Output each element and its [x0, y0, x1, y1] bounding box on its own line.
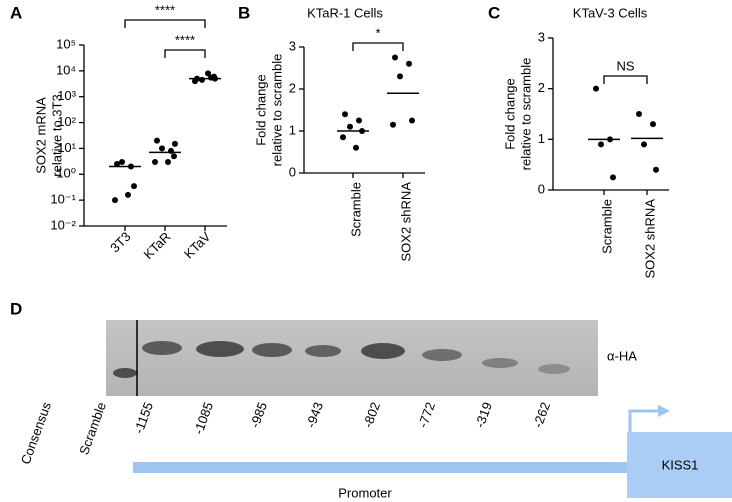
data-point	[112, 197, 118, 204]
lane-label: -1085	[191, 400, 216, 436]
significance-label: *	[375, 25, 380, 40]
data-point	[172, 140, 178, 147]
y-tick-label: 10⁴	[56, 62, 76, 77]
lane-label: -802	[360, 400, 383, 430]
data-point	[610, 174, 616, 181]
data-point	[165, 158, 171, 165]
y-tick-label: 3	[289, 38, 296, 53]
y-axis-label: Fold change	[253, 74, 268, 146]
y-tick-label: 10²	[57, 114, 76, 129]
data-point	[131, 183, 137, 190]
y-tick-label: 1	[289, 122, 296, 137]
lane-label: -1155	[131, 400, 156, 435]
y-tick-label: 10⁰	[56, 166, 76, 181]
gene-box	[627, 432, 732, 498]
data-point	[154, 137, 160, 144]
x-tick-label: SOX2 shRNA	[642, 199, 657, 279]
tss-arrowhead	[658, 405, 670, 417]
significance-bracket	[352, 42, 404, 51]
x-tick-label: Scramble	[599, 199, 614, 254]
data-point	[641, 141, 647, 148]
region-label: Promoter	[338, 485, 392, 500]
data-point	[347, 123, 353, 130]
data-point	[119, 158, 125, 165]
data-point	[205, 70, 211, 77]
data-point	[152, 158, 158, 165]
data-point	[653, 166, 659, 173]
y-axis-label: relative to scramble	[518, 58, 533, 171]
chart-title: KTaV-3 Cells	[573, 5, 648, 20]
data-point	[125, 191, 131, 198]
significance-label: ****	[175, 32, 195, 47]
data-point	[340, 134, 346, 141]
significance-label: NS	[616, 58, 634, 73]
significance-label: ****	[155, 2, 175, 17]
y-axis-label: SOX2 mRNA	[33, 97, 48, 174]
data-point	[593, 85, 599, 92]
x-tick-label: Scramble	[348, 182, 363, 237]
data-point	[342, 111, 348, 118]
data-point	[598, 141, 604, 148]
x-tick-label: KTaV	[181, 229, 214, 262]
lane-label: -319	[472, 400, 495, 430]
data-point	[390, 121, 396, 128]
y-tick-label: 10⁵	[56, 36, 76, 51]
lane-label: -772	[415, 400, 438, 430]
data-point	[409, 117, 415, 124]
y-tick-label: 10⁻²	[50, 217, 76, 232]
antibody-label: α-HA	[607, 348, 637, 363]
panel-letter: A	[10, 3, 22, 22]
x-tick-label: KTaR	[140, 229, 173, 262]
panel-letter: D	[10, 299, 22, 318]
chart-title: KTaR-1 Cells	[307, 5, 383, 20]
blot-bands	[113, 341, 570, 378]
data-point	[353, 144, 359, 151]
data-point	[356, 117, 362, 124]
y-tick-label: 3	[538, 29, 545, 44]
data-point	[392, 54, 398, 61]
panel-letter: C	[488, 3, 500, 22]
significance-bracket	[124, 19, 206, 28]
panel-letter: B	[238, 3, 250, 22]
data-point	[159, 145, 165, 152]
promoter-bar	[133, 462, 640, 473]
data-point	[397, 73, 403, 80]
significance-bracket	[603, 75, 648, 84]
y-axis-label: relative to scramble	[269, 54, 284, 167]
lane-label: Scramble	[76, 400, 109, 457]
gene-label: KISS1	[662, 457, 699, 472]
lane-label: -262	[530, 400, 553, 430]
y-tick-label: 2	[538, 80, 545, 95]
data-point	[650, 121, 656, 128]
y-tick-label: 10⁻¹	[50, 192, 76, 207]
data-point	[636, 111, 642, 117]
x-tick-label: 3T3	[107, 229, 133, 255]
y-tick-label: 2	[289, 80, 296, 95]
data-point	[192, 78, 198, 85]
x-tick-label: SOX2 shRNA	[398, 182, 413, 262]
y-axis-label: Fold change	[502, 78, 517, 150]
y-axis-label: relative to 3T3	[49, 94, 64, 176]
y-tick-label: 0	[289, 164, 296, 179]
y-tick-label: 10¹	[57, 140, 76, 155]
blot-image	[106, 320, 598, 396]
y-tick-label: 1	[538, 131, 545, 146]
data-point	[171, 153, 177, 160]
data-point	[406, 60, 412, 67]
tss-arrow	[628, 409, 660, 432]
y-tick-label: 10³	[57, 88, 76, 103]
data-point	[199, 76, 205, 83]
lane-label: Consensus	[18, 400, 55, 467]
significance-bracket	[164, 49, 206, 58]
data-point	[114, 160, 120, 167]
y-tick-label: 0	[538, 181, 545, 196]
lane-label: -943	[303, 400, 326, 430]
lane-label: -985	[247, 400, 270, 430]
